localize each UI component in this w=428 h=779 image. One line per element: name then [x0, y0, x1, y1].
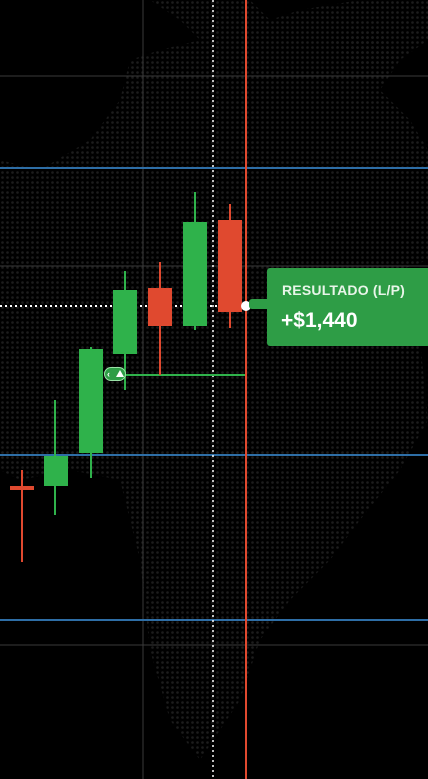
result-badge-connector — [249, 299, 271, 309]
candle — [113, 271, 137, 390]
candle — [183, 192, 207, 330]
result-label: RESULTADO (L/P) — [282, 282, 406, 298]
candle — [79, 347, 103, 478]
candle — [148, 262, 172, 375]
entry-marker[interactable]: ‹ — [104, 367, 126, 381]
result-badge: RESULTADO (L/P) +$1,440 — [249, 268, 428, 346]
candle — [10, 470, 34, 562]
chevron-left-icon: ‹ — [107, 369, 110, 379]
candle — [44, 400, 68, 515]
current-price-point — [241, 301, 251, 311]
result-value: +$1,440 — [281, 309, 358, 332]
world-map-background — [0, 0, 428, 760]
candle — [218, 204, 242, 328]
level-lines — [0, 167, 428, 621]
candles — [10, 192, 242, 562]
up-arrow-icon — [116, 370, 124, 377]
